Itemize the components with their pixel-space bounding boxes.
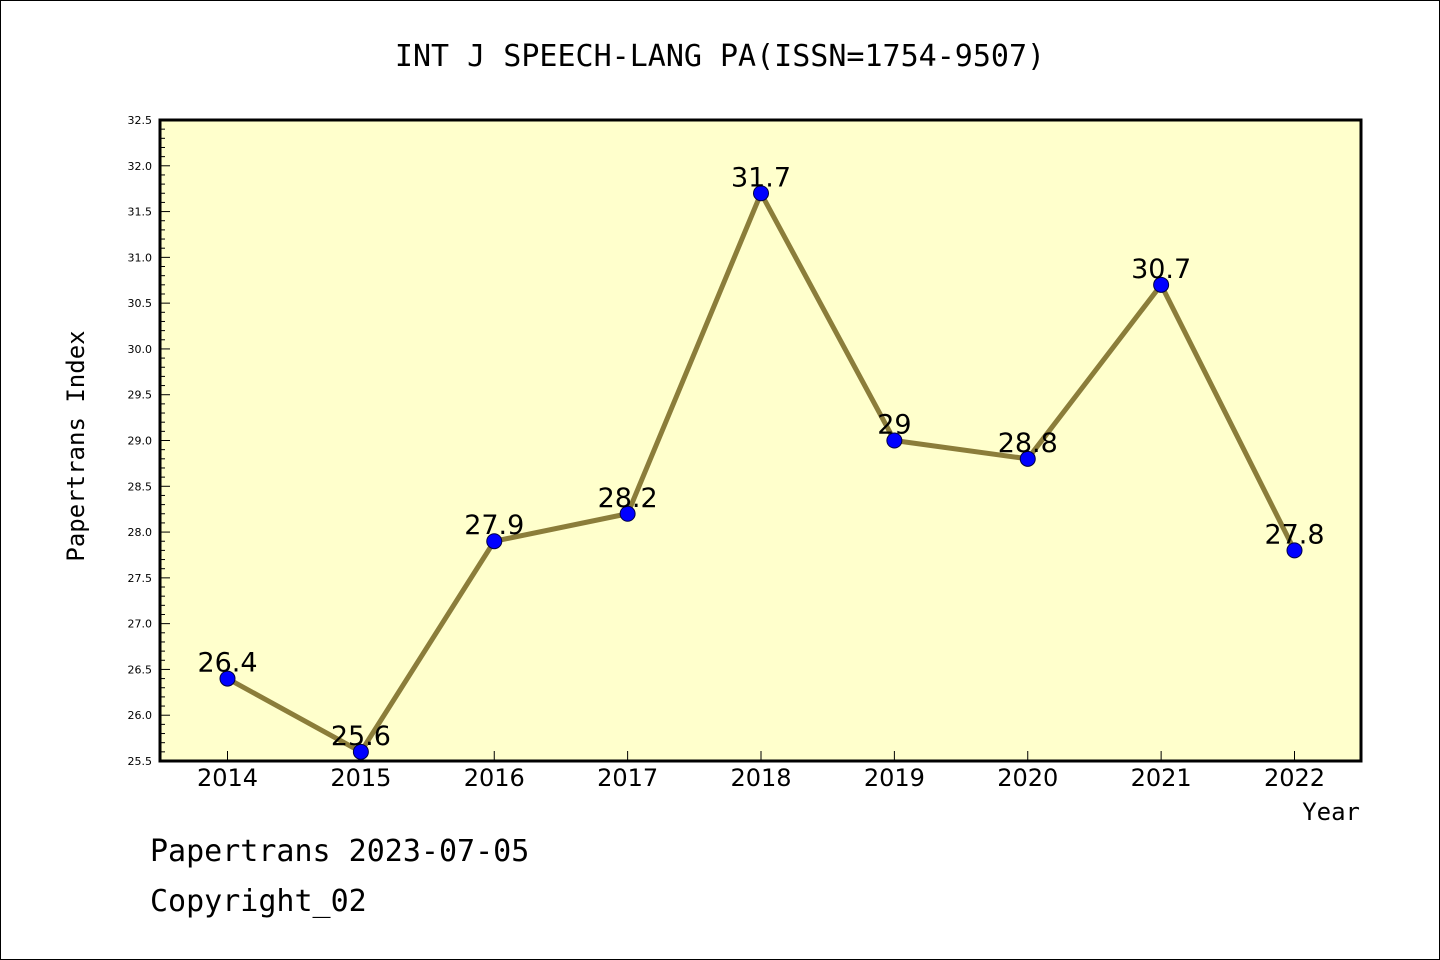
x-tick-label: 2019	[864, 764, 925, 792]
data-label: 31.7	[731, 162, 791, 193]
y-tick-label: 32.0	[128, 160, 153, 173]
y-tick-label: 26.0	[128, 709, 153, 722]
y-tick-label: 30.0	[128, 343, 153, 356]
data-point	[1153, 276, 1170, 293]
x-axis-label: Year	[1302, 798, 1360, 826]
data-point	[219, 670, 236, 687]
y-tick-label: 27.0	[128, 618, 153, 631]
y-tick-label: 28.0	[128, 526, 153, 539]
y-axis: 25.5 26.0 26.5 27.0 27.5 28.0 28.5 29.0 29.5 30.0…	[128, 114, 170, 768]
data-label: 29	[877, 410, 911, 441]
y-tick-label: 32.5	[128, 114, 153, 127]
x-tick-label: 2018	[730, 764, 791, 792]
y-tick-label: 30.5	[128, 297, 153, 310]
data-point	[1019, 450, 1036, 467]
data-point	[1286, 542, 1303, 559]
y-tick-label: 29.5	[128, 389, 153, 402]
data-point	[619, 505, 636, 522]
x-tick-label: 2021	[1131, 764, 1192, 792]
series-layer: 26.4 25.6 27.9 28.2 31.7 29 28.8 30.7 27.8	[197, 162, 1325, 760]
data-label: 28.8	[998, 428, 1058, 459]
data-label: 27.9	[464, 510, 524, 541]
data-point	[486, 533, 503, 550]
x-tick-label: 2016	[464, 764, 525, 792]
y-tick-label: 31.0	[128, 251, 153, 264]
footer-copyright: Copyright_02	[150, 884, 367, 919]
y-tick-label: 26.5	[128, 663, 153, 676]
x-tick-label: 2014	[197, 764, 258, 792]
x-tick-label: 2015	[330, 764, 391, 792]
x-tick-label: 2020	[997, 764, 1058, 792]
data-point	[352, 743, 369, 760]
y-tick-label: 29.0	[128, 435, 153, 448]
data-point	[886, 432, 903, 449]
footer-date: Papertrans 2023-07-05	[150, 834, 530, 869]
x-tick-label: 2022	[1264, 764, 1325, 792]
y-tick-label: 28.5	[128, 480, 153, 493]
y-tick-label: 27.5	[128, 572, 153, 585]
data-label: 28.2	[598, 483, 658, 514]
y-axis-label: Papertrans Index	[62, 330, 90, 561]
data-label: 30.7	[1131, 254, 1191, 285]
data-label: 25.6	[331, 721, 391, 752]
data-label: 27.8	[1264, 519, 1324, 550]
y-tick-label: 25.5	[128, 755, 153, 768]
data-point	[753, 185, 769, 202]
plot-area	[158, 118, 1363, 763]
chart-title: INT J SPEECH-LANG PA(ISSN=1754-9507)	[395, 39, 1045, 74]
data-label: 26.4	[197, 648, 257, 679]
y-tick-label: 31.5	[128, 206, 153, 219]
x-axis: 2014 2015 2016 2017 2018 2019 2020 2021 2022	[197, 751, 1325, 792]
x-tick-label: 2017	[597, 764, 658, 792]
